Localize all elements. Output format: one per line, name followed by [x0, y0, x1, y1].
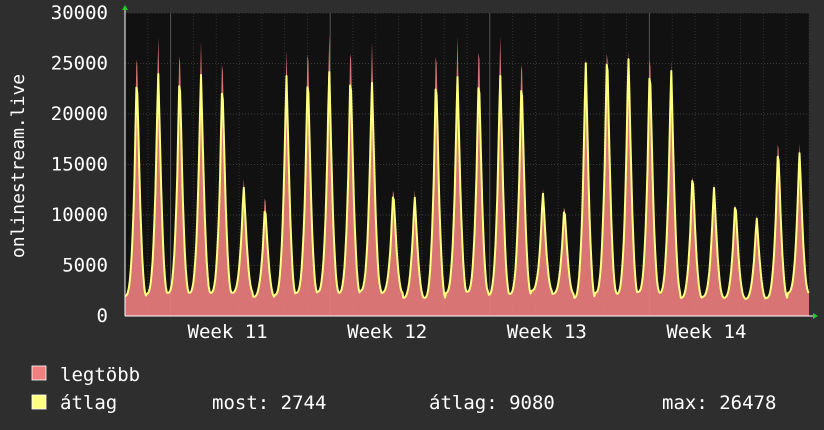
- legend-swatch-avg: [31, 394, 47, 410]
- x-tick-labels: Week 11 Week 12 Week 13 Week 14: [188, 321, 747, 343]
- y-tick-label: 25000: [51, 53, 108, 75]
- x-tick-label: Week 14: [666, 321, 746, 343]
- stat-now: most: 2744: [212, 392, 326, 414]
- series-layer: [124, 34, 810, 317]
- y-tick-label: 0: [97, 305, 108, 327]
- x-tick-label: Week 13: [507, 321, 587, 343]
- y-tick-label: 15000: [51, 154, 108, 176]
- legend-swatch-max: [31, 365, 47, 381]
- series-line-atlag: [124, 58, 810, 300]
- legend-label-max: legtöbb: [60, 364, 140, 386]
- x-axis-arrow: [813, 313, 818, 319]
- stat-maximum: max: 26478: [662, 392, 776, 414]
- y-tick-labels: 0 5000 10000 15000 20000 25000 30000: [51, 2, 108, 327]
- y-tick-label: 30000: [51, 2, 108, 24]
- y-tick-label: 20000: [51, 103, 108, 125]
- legend: legtöbb átlag most: 2744 átlag: 9080 max…: [31, 364, 776, 414]
- legend-label-avg: átlag: [60, 392, 117, 414]
- x-tick-label: Week 11: [188, 321, 268, 343]
- axes: [122, 5, 818, 319]
- y-axis-label: onlinestream.live: [8, 74, 29, 258]
- x-tick-label: Week 12: [347, 321, 427, 343]
- y-axis-arrow: [122, 5, 128, 10]
- series-area-legtobb: [125, 34, 809, 317]
- y-tick-label: 10000: [51, 204, 108, 226]
- stat-average: átlag: 9080: [429, 392, 555, 414]
- y-tick-label: 5000: [62, 255, 108, 277]
